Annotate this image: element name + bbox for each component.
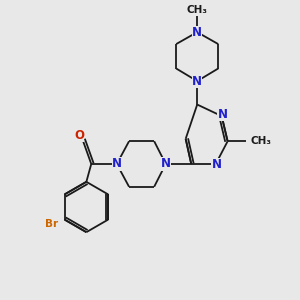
Text: CH₃: CH₃ [250,136,271,146]
Text: N: N [192,75,202,88]
Text: N: N [218,108,227,121]
Text: N: N [161,158,171,170]
Text: CH₃: CH₃ [187,5,208,16]
Text: Br: Br [45,219,58,229]
Text: N: N [192,26,202,39]
Text: N: N [212,158,221,171]
Text: O: O [74,129,84,142]
Text: N: N [112,158,122,170]
